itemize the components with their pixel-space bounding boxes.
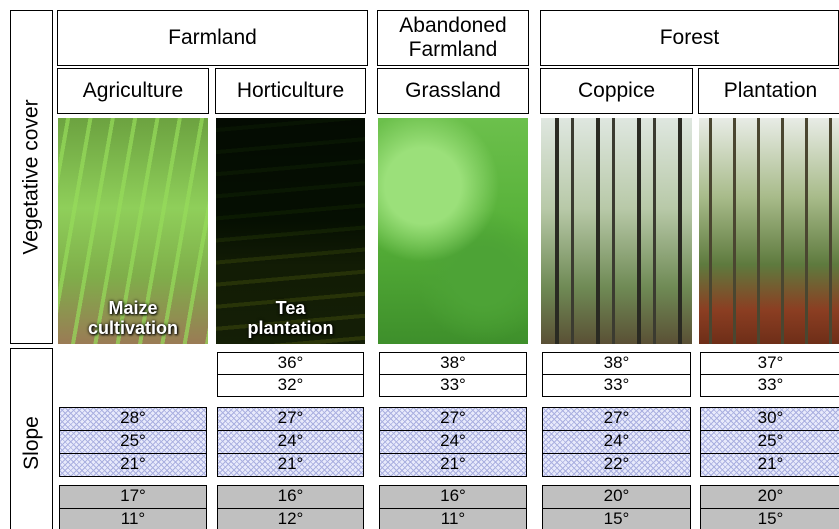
slope-cell: 24° <box>542 430 691 454</box>
slope-cell: 16° <box>379 485 527 509</box>
slope-cell: 37° <box>700 352 839 375</box>
slope-cell: 11° <box>59 508 207 529</box>
slope-cell: 21° <box>700 453 839 477</box>
slope-cell: 32° <box>217 374 364 397</box>
slope-cell: 17° <box>59 485 207 509</box>
group-header: Abandoned Farmland <box>377 10 529 66</box>
photo <box>378 118 528 344</box>
slope-cell: 21° <box>217 453 364 477</box>
side-label-box: Vegetative cover <box>10 10 53 344</box>
slope-cell: 11° <box>379 508 527 529</box>
photo: Maize cultivation <box>58 118 208 344</box>
slope-cell: 28° <box>59 407 207 431</box>
slope-cell: 33° <box>379 374 527 397</box>
group-header: Farmland <box>57 10 368 66</box>
slope-cell: 21° <box>59 453 207 477</box>
column-header: Plantation <box>698 68 839 114</box>
column-header: Horticulture <box>215 68 366 114</box>
slope-cell: 15° <box>700 508 839 529</box>
column-header: Grassland <box>377 68 529 114</box>
photo <box>699 118 839 344</box>
slope-cell: 38° <box>379 352 527 375</box>
slope-cell: 38° <box>542 352 691 375</box>
slope-cell: 21° <box>379 453 527 477</box>
slope-cell: 15° <box>542 508 691 529</box>
slope-cell: 22° <box>542 453 691 477</box>
slope-cell: 24° <box>217 430 364 454</box>
group-header: Forest <box>540 10 839 66</box>
photo: Tea plantation <box>216 118 365 344</box>
slope-cell: 20° <box>700 485 839 509</box>
slope-cell: 36° <box>217 352 364 375</box>
slope-cell: 27° <box>542 407 691 431</box>
slope-cell: 27° <box>217 407 364 431</box>
side-label-box: Slope <box>10 348 53 529</box>
column-header: Agriculture <box>57 68 209 114</box>
slope-cell: 25° <box>59 430 207 454</box>
side-label: Slope <box>19 416 43 470</box>
photo <box>541 118 692 344</box>
slope-cell: 30° <box>700 407 839 431</box>
photo-label: Maize cultivation <box>87 298 178 338</box>
slope-cell: 20° <box>542 485 691 509</box>
slope-cell: 24° <box>379 430 527 454</box>
slope-cell: 33° <box>700 374 839 397</box>
column-header: Coppice <box>540 68 693 114</box>
slope-cell: 25° <box>700 430 839 454</box>
slope-cell: 12° <box>217 508 364 529</box>
slope-cell: 33° <box>542 374 691 397</box>
photo-label: Tea plantation <box>247 298 334 338</box>
slope-cell: 16° <box>217 485 364 509</box>
slope-cell: 27° <box>379 407 527 431</box>
side-label: Vegetative cover <box>19 99 43 255</box>
